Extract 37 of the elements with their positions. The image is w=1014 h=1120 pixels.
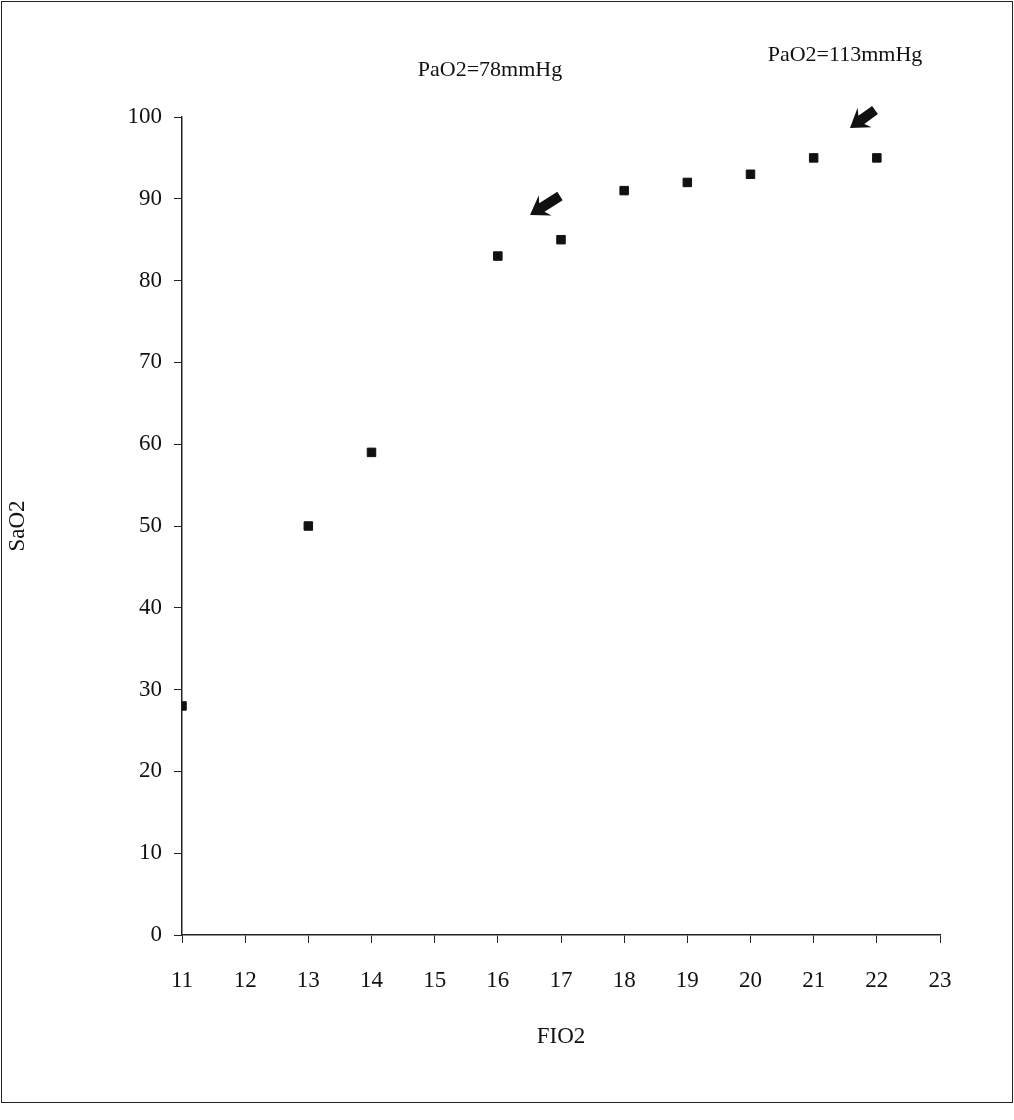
y-tick-label: 90 bbox=[139, 184, 162, 210]
point bbox=[493, 251, 503, 261]
y-tick-label: 20 bbox=[139, 757, 162, 783]
point bbox=[556, 234, 566, 245]
x-tick-label: 21 bbox=[802, 966, 826, 992]
point bbox=[303, 521, 314, 531]
y-tick-label: 80 bbox=[139, 266, 162, 292]
x-tick-label: 18 bbox=[612, 966, 636, 992]
y-tick-label: 40 bbox=[139, 593, 162, 619]
point bbox=[745, 169, 756, 179]
point bbox=[682, 177, 693, 188]
y-tick-label: 10 bbox=[139, 839, 162, 865]
y-tick-label: 70 bbox=[139, 348, 162, 374]
text: PaO2=78mmHg bbox=[417, 55, 563, 81]
y-tick-label: 50 bbox=[139, 512, 162, 538]
y-tick-label: 30 bbox=[139, 675, 162, 701]
y-tick-label: 60 bbox=[139, 430, 162, 456]
y-tick-label: 100 bbox=[127, 103, 162, 129]
x-tick-label: 14 bbox=[360, 966, 384, 992]
point bbox=[366, 447, 377, 458]
x-tick-label: 23 bbox=[928, 966, 952, 992]
x-tick-label: 20 bbox=[739, 966, 762, 992]
x-tick-label: 12 bbox=[233, 966, 257, 992]
point bbox=[872, 153, 882, 163]
y-tick-label: 0 bbox=[150, 921, 162, 947]
x-tick-label: 13 bbox=[296, 966, 320, 992]
y-axis-title: SaO2 bbox=[3, 500, 29, 552]
x-tick-label: 22 bbox=[865, 966, 889, 992]
x-tick-label: 17 bbox=[549, 966, 573, 992]
x-tick-label: 15 bbox=[423, 966, 447, 992]
x-axis-title: FIO2 bbox=[536, 1023, 586, 1049]
text: PaO2=113mmHg bbox=[767, 40, 923, 66]
x-tick-label: 16 bbox=[486, 966, 510, 992]
x-tick-label: 11 bbox=[170, 966, 194, 992]
x-tick-label: 19 bbox=[675, 966, 699, 992]
point bbox=[808, 153, 819, 163]
point bbox=[619, 185, 629, 196]
